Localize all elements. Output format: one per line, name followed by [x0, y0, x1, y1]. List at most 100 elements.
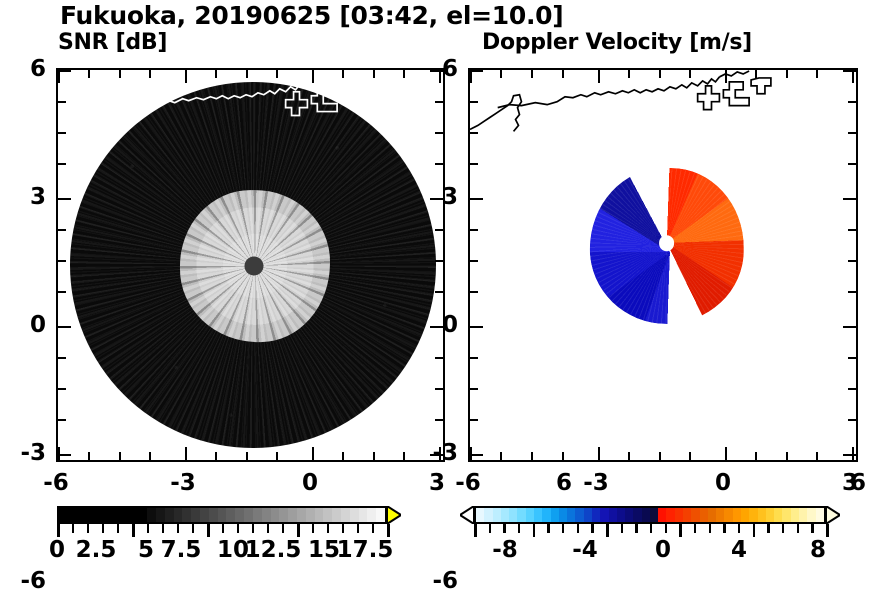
- doppler-tick-top-minor-3: [562, 70, 565, 78]
- doppler-tick-bottom-major-1: [470, 447, 473, 460]
- colorbar-tick: [267, 524, 270, 533]
- snr-tick-right-major-1: [430, 70, 443, 73]
- snr-cbar-label-12p5: 12.5: [244, 537, 302, 563]
- colorbar-cell: [305, 508, 315, 522]
- doppler-tick-bottom-minor-9: [816, 452, 819, 460]
- colorbar-cell: [217, 508, 227, 522]
- snr-tick-right-minor-2: [435, 132, 443, 135]
- colorbar-cell: [724, 508, 733, 522]
- doppler-tick-top-minor-8: [786, 70, 789, 78]
- snr-tick-bottom-minor-2: [119, 452, 122, 460]
- colorbar-cell: [500, 508, 510, 522]
- colorbar-cell: [525, 508, 534, 522]
- snr-tick-bottom-major-4: [439, 447, 442, 460]
- doppler-tick-bottom-minor-3: [562, 452, 565, 460]
- snr-tick-right-major-4: [430, 454, 443, 457]
- colorbar-tick: [708, 524, 711, 533]
- doppler-tick-right-minor-7: [848, 357, 856, 360]
- colorbar-cell: [583, 508, 592, 522]
- snr-tick-left-minor-4: [58, 229, 66, 232]
- colorbar-cell: [67, 508, 77, 522]
- colorbar-tick: [237, 524, 240, 533]
- colorbar-cell: [314, 508, 324, 522]
- snr-tick-bottom-minor-4: [215, 452, 218, 460]
- colorbar-tick: [207, 524, 210, 537]
- doppler-tick-top-minor-7: [755, 70, 758, 78]
- snr-coastline-overlay: [58, 70, 443, 460]
- colorbar-tick: [387, 524, 390, 537]
- colorbar-cell: [155, 508, 165, 522]
- doppler-tick-left-minor-5: [470, 260, 478, 263]
- colorbar-tick: [132, 524, 135, 537]
- colorbar-cell: [533, 508, 543, 522]
- colorbar-tick: [796, 524, 799, 533]
- snr-tick-right-minor-6: [435, 291, 443, 294]
- colorbar-cell: [608, 508, 617, 522]
- snr-cbar-label-5: 5: [137, 537, 154, 563]
- colorbar-cell: [332, 508, 341, 522]
- colorbar-tick: [694, 524, 697, 533]
- snr-tick-left-minor-3: [58, 163, 66, 166]
- snr-tick-top-major-4: [439, 70, 442, 83]
- colorbar-tick: [312, 524, 315, 533]
- doppler-panel-title: Doppler Velocity [m/s]: [482, 30, 752, 55]
- snr-xtick-label-m6: -6: [43, 470, 69, 496]
- colorbar-cell: [741, 508, 750, 522]
- doppler-tick-left-minor-8: [470, 388, 478, 391]
- snr-tick-right-minor-8: [435, 388, 443, 391]
- snr-tick-top-minor-1: [88, 70, 91, 78]
- colorbar-tick: [147, 524, 150, 533]
- radar-figure: Fukuoka, 20190625 [03:42, el=10.0] SNR […: [20, 1, 866, 594]
- colorbar-cell: [147, 508, 156, 522]
- colorbar-cell: [625, 508, 634, 522]
- doppler-xtick-label-6: 6: [849, 470, 866, 496]
- snr-tick-top-major-3: [312, 70, 315, 83]
- colorbar-tick: [327, 524, 330, 533]
- colorbar-tick: [591, 524, 594, 533]
- doppler-tick-left-major-1: [470, 70, 483, 73]
- colorbar-cell: [492, 508, 501, 522]
- colorbar-tick: [282, 524, 285, 533]
- doppler-tick-right-major-2: [843, 198, 856, 201]
- snr-plot-area[interactable]: [56, 68, 445, 462]
- colorbar-cell: [649, 508, 659, 522]
- figure-title: Fukuoka, 20190625 [03:42, el=10.0]: [60, 1, 564, 30]
- colorbar-cell: [182, 508, 192, 522]
- doppler-velocity-field: [589, 167, 745, 324]
- colorbar-cell: [550, 508, 559, 522]
- doppler-tick-right-minor-1: [848, 101, 856, 104]
- doppler-colorbar[interactable]: [460, 506, 840, 537]
- snr-tick-right-major-2: [430, 198, 443, 201]
- colorbar-cell: [641, 508, 650, 522]
- colorbar-cell: [279, 508, 289, 522]
- colorbar-cell: [815, 508, 824, 522]
- snr-colorbar-strip[interactable]: [57, 506, 387, 524]
- doppler-tick-left-minor-9: [470, 419, 478, 422]
- colorbar-cell: [244, 508, 253, 522]
- colorbar-cell: [85, 508, 95, 522]
- snr-colorbar-ticks: [57, 524, 390, 537]
- snr-colorbar-over-arrow: [387, 506, 401, 524]
- snr-tick-bottom-minor-3: [149, 452, 152, 460]
- colorbar-cell: [666, 508, 675, 522]
- colorbar-tick: [576, 524, 579, 533]
- colorbar-cell: [296, 508, 306, 522]
- doppler-plot-area[interactable]: [468, 68, 858, 462]
- snr-tick-left-minor-1: [58, 101, 66, 104]
- colorbar-cell: [591, 508, 601, 522]
- colorbar-cell: [542, 508, 551, 522]
- snr-tick-left-minor-6: [58, 291, 66, 294]
- colorbar-cell: [509, 508, 518, 522]
- snr-tick-top-minor-8: [373, 70, 376, 78]
- doppler-colorbar-strip[interactable]: [474, 506, 826, 524]
- snr-cbar-label-7p5: 7.5: [160, 537, 202, 563]
- doppler-ytick-label-m3: -3: [432, 440, 458, 466]
- doppler-tick-right-minor-6: [848, 291, 856, 294]
- colorbar-tick: [664, 524, 667, 533]
- colorbar-tick: [57, 524, 60, 537]
- colorbar-tick: [650, 524, 653, 533]
- snr-colorbar[interactable]: [57, 506, 401, 537]
- snr-ytick-label-0: 0: [29, 312, 46, 338]
- snr-xtick-label-m3: -3: [170, 470, 196, 496]
- snr-tick-top-minor-3: [149, 70, 152, 78]
